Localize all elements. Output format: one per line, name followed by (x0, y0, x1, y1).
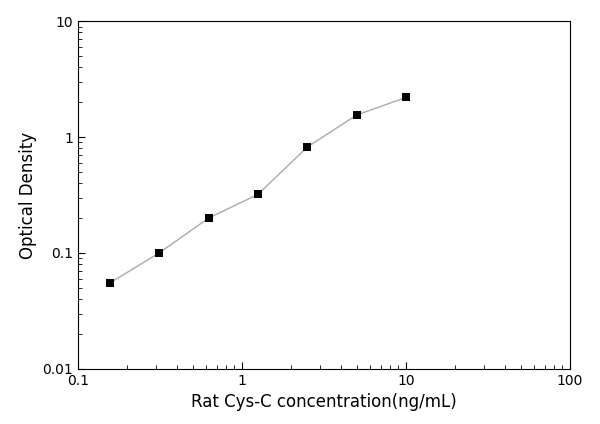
Y-axis label: Optical Density: Optical Density (19, 131, 37, 259)
Point (105, 280, 115, 287)
Point (253, 191, 263, 198)
X-axis label: Rat Cys-C concentration(ng/mL): Rat Cys-C concentration(ng/mL) (191, 393, 457, 411)
Point (401, 94, 411, 101)
Point (302, 144, 312, 151)
Point (154, 250, 164, 257)
Point (204, 215, 214, 221)
Point (352, 112, 361, 118)
